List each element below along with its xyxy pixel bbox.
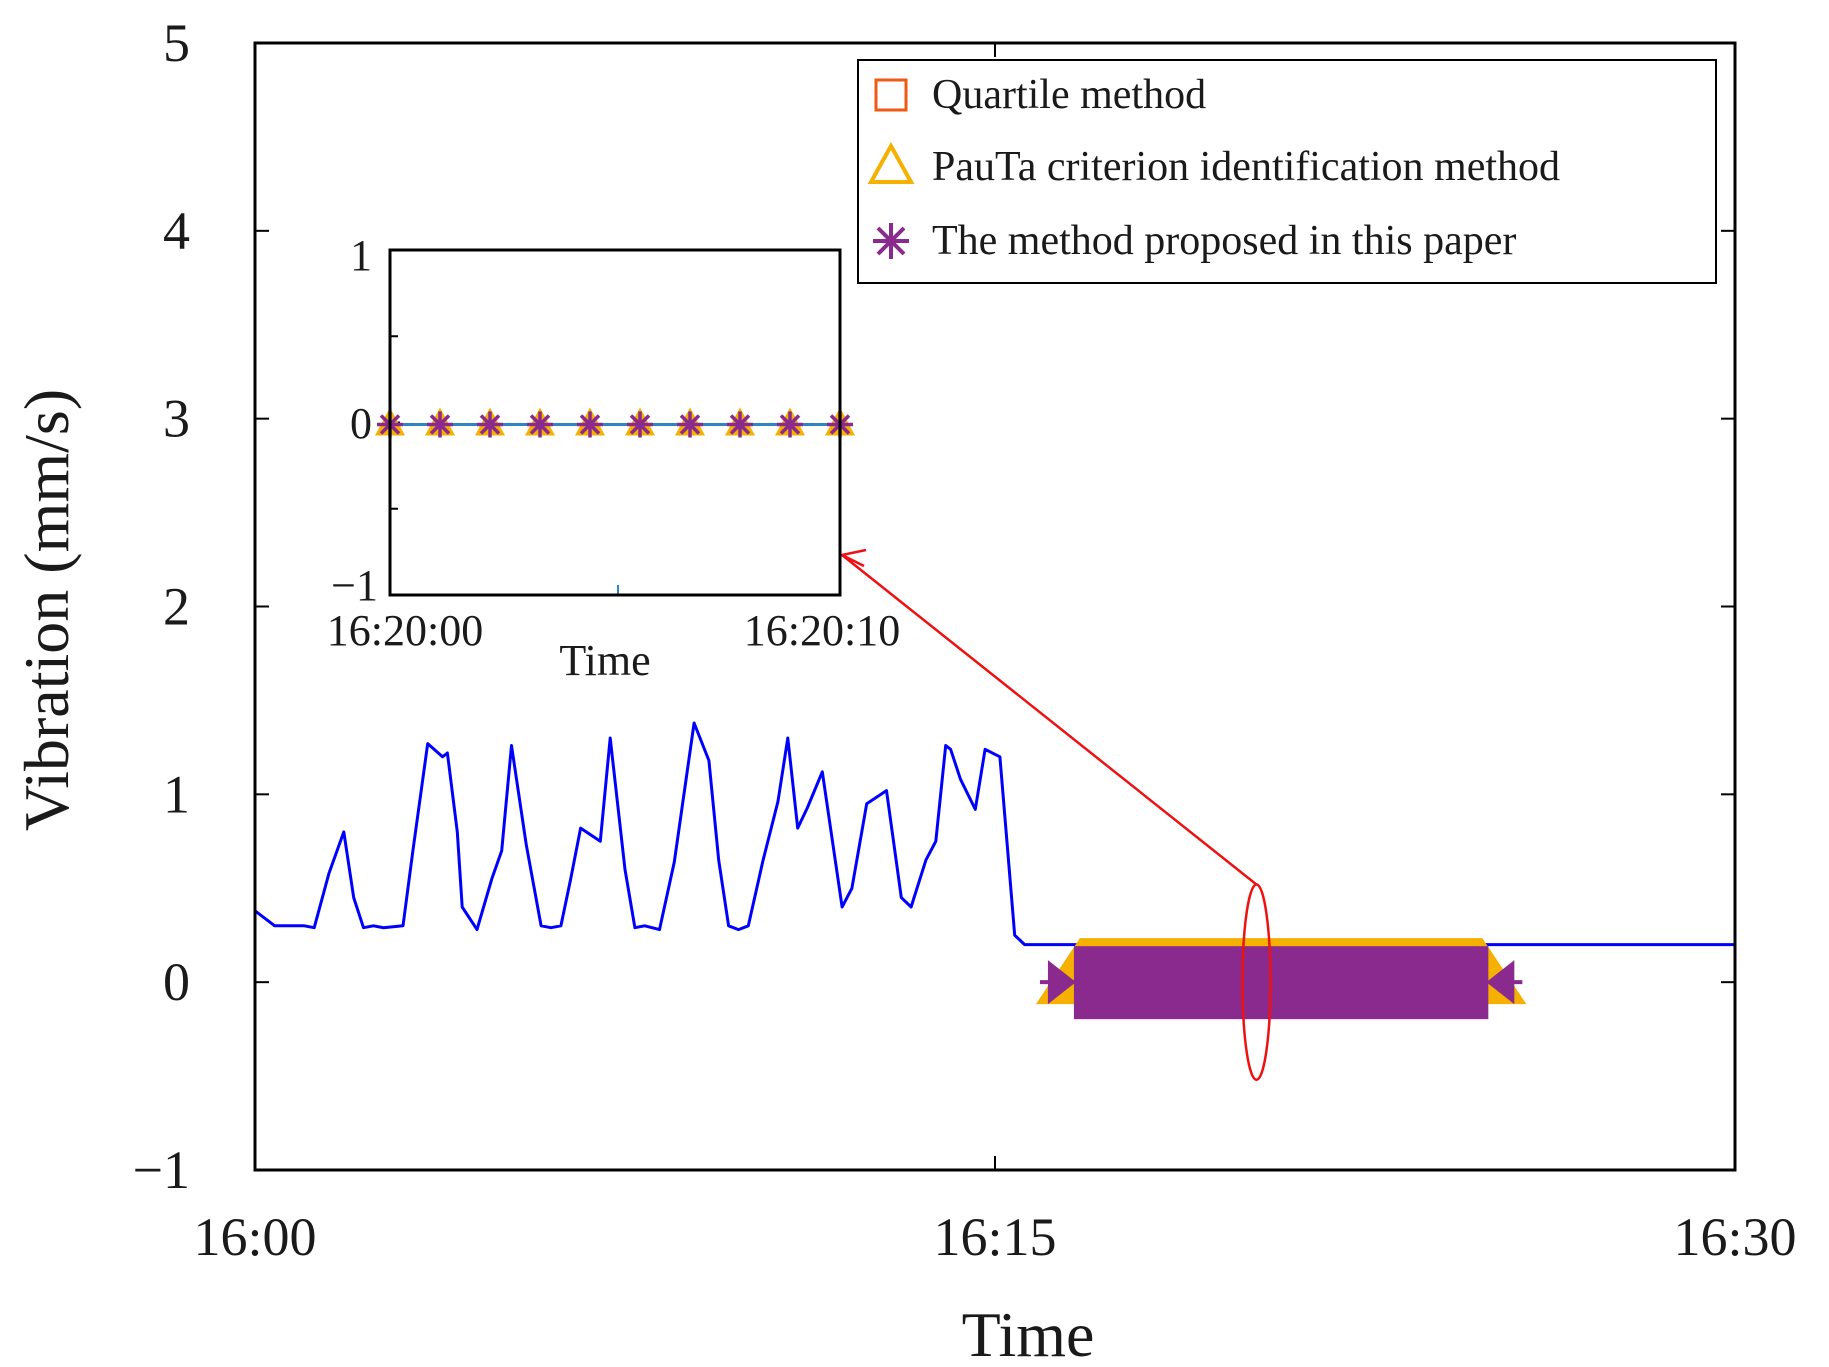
inset-proposed-marker (577, 411, 603, 438)
inset-proposed-marker (527, 411, 553, 438)
inset-x-tick-label: 16:20:10 (744, 606, 900, 655)
y-tick-label: 0 (163, 952, 190, 1012)
zoom-connector-arrowhead (838, 548, 867, 568)
plot-area (254, 548, 1735, 1082)
y-tick-label: −1 (133, 1140, 190, 1200)
inset-proposed-marker (777, 411, 803, 438)
y-tick-label: 2 (163, 577, 190, 637)
legend-label: The method proposed in this paper (932, 218, 1516, 264)
legend: Quartile method PauTa criterion identifi… (857, 59, 1717, 284)
inset-proposed-marker (677, 411, 703, 438)
zoom-connector-line (841, 554, 1258, 886)
axis-ticks: −1 0 1 2 3 4 5 16:00 16:15 16:30 (133, 13, 1797, 1267)
legend-box (857, 59, 1717, 284)
inset-proposed-marker (427, 411, 453, 438)
inset-proposed-marker (477, 411, 503, 438)
y-tick-label: 3 (163, 389, 190, 449)
inset-x-tick-label: 16:20:00 (327, 606, 483, 655)
legend-asterisk-marker (873, 223, 909, 259)
x-tick-label: 16:00 (193, 1207, 316, 1267)
x-tick-label: 16:30 (1673, 1207, 1796, 1267)
inset-background (390, 250, 840, 595)
inset-y-tick-label: −1 (331, 561, 378, 610)
legend-triangle-marker (867, 141, 915, 184)
y-tick-label: 5 (163, 13, 190, 73)
legend-square-marker (874, 78, 908, 112)
legend-label: Quartile method (932, 72, 1206, 118)
inset-x-axis-title: Time (559, 636, 650, 685)
inset-proposed-marker (627, 411, 653, 438)
legend-label: PauTa criterion identification method (932, 144, 1560, 190)
inset-zoom: 1 0 −1 16:20:00 16:20:10 Time (327, 231, 900, 685)
x-tick-label: 16:15 (933, 1207, 1056, 1267)
y-tick-label: 4 (163, 201, 190, 261)
inset-y-tick-label: 0 (350, 399, 372, 448)
y-tick-label: 1 (163, 764, 190, 824)
x-axis-title: Time (962, 1299, 1095, 1367)
y-axis-title: Vibration (mm/s) (11, 389, 82, 831)
inset-proposed-marker (727, 411, 753, 438)
inset-frame (388, 248, 842, 597)
inset-y-tick-label: 1 (350, 231, 372, 280)
proposed-method-marker-band (1073, 946, 1489, 1020)
vibration-series-line (254, 721, 1735, 947)
